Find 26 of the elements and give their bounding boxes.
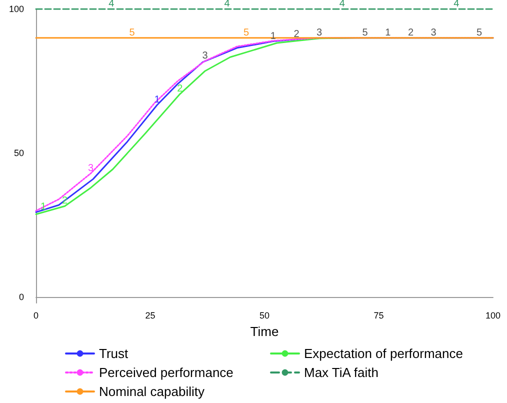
legend-label: Expectation of performance [304,346,463,361]
legend-label: Nominal capability [99,384,205,399]
annotation: 3 [316,27,323,38]
y-tick-label: 0 [18,292,24,302]
legend-label: Max TiA faith [304,365,378,380]
annotation: 1 [385,27,392,38]
annotation: 3 [202,50,208,62]
x-axis-title: Time [250,324,279,339]
annotation: 3 [88,162,94,174]
y-tick-label: 50 [14,148,24,158]
x-tick-label: 0 [33,310,39,320]
x-tick-label: 25 [145,310,156,320]
y-tick-label: 100 [8,4,24,14]
legend-label: Trust [99,346,129,361]
annotation: 2 [177,84,184,95]
x-tick-label: 50 [259,310,270,320]
annotation: 5 [476,27,483,38]
annotation: 2 [408,27,414,38]
x-tick-label: 100 [485,310,501,320]
annotation: 2 [294,29,300,40]
annotation: 5 [243,27,250,38]
annotation: 5 [129,27,136,38]
x-tick-label: 75 [374,310,384,320]
annotation: 5 [362,27,368,38]
annotation: 3 [430,27,437,38]
legend-label: Perceived performance [99,365,234,380]
